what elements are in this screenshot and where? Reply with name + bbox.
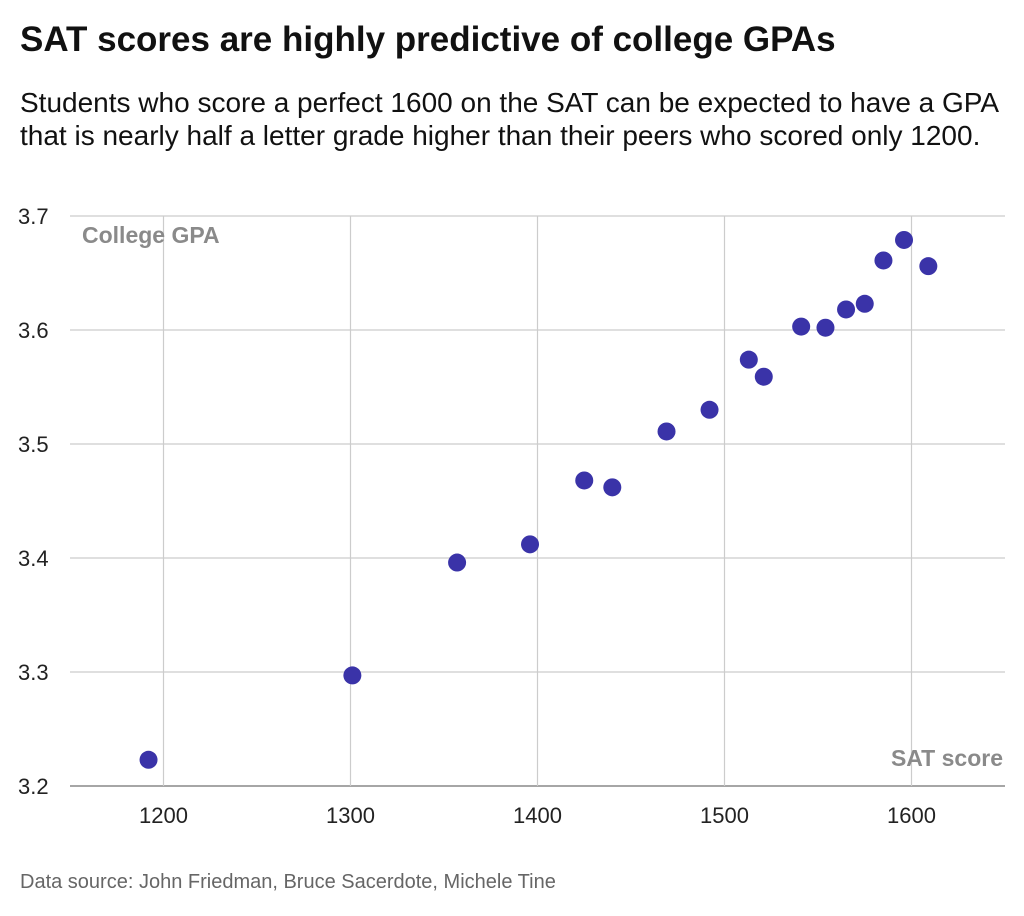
data-point (919, 257, 938, 276)
data-point (855, 294, 874, 313)
data-point (139, 750, 158, 769)
data-point (657, 422, 676, 441)
x-tick-label: 1200 (139, 803, 188, 828)
y-tick-label: 3.2 (18, 774, 49, 799)
data-point (837, 300, 856, 319)
data-points (139, 230, 938, 769)
data-point (575, 471, 594, 490)
data-point (603, 478, 622, 497)
y-tick-label: 3.5 (18, 432, 49, 457)
axis-label-layer: 3.2 3.3 3.4 3.5 3.6 3.7 1200 1300 1400 1500 1600 (18, 204, 936, 828)
x-axis-title: SAT score (891, 745, 1003, 771)
y-tick-label: 3.3 (18, 660, 49, 685)
y-tick-label: 3.6 (18, 318, 49, 343)
chart-title: SAT scores are highly predictive of coll… (20, 20, 836, 59)
data-point (521, 535, 540, 554)
x-tick-label: 1600 (887, 803, 936, 828)
data-point (754, 367, 773, 386)
data-point (816, 318, 835, 337)
data-point (343, 666, 362, 685)
y-axis-title: College GPA (82, 222, 220, 248)
data-source-note: Data source: John Friedman, Bruce Sacerd… (20, 871, 556, 893)
data-point (739, 350, 758, 369)
data-point (792, 317, 811, 336)
data-point (448, 553, 467, 572)
y-tick-label: 3.7 (18, 204, 49, 229)
data-point (700, 400, 719, 419)
grid-layer (70, 215, 1005, 787)
data-point (874, 251, 893, 270)
x-tick-label: 1300 (326, 803, 375, 828)
y-tick-label: 3.4 (18, 546, 49, 571)
chart-subtitle: Students who score a perfect 1600 on the… (20, 87, 998, 151)
data-point (895, 230, 914, 249)
x-tick-label: 1400 (513, 803, 562, 828)
x-tick-label: 1500 (700, 803, 749, 828)
